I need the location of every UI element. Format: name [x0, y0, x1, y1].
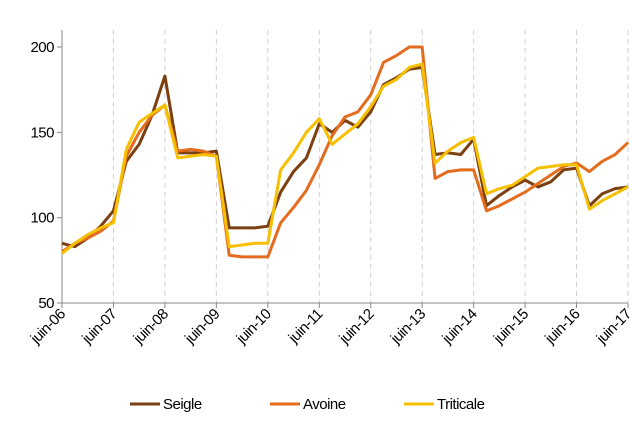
y-tick-label: 100: [30, 210, 54, 227]
legend-label: Seigle: [163, 396, 202, 413]
x-tick-label: juin-14: [438, 306, 480, 348]
series-line: [61, 45, 630, 259]
x-tick-label: juin-16: [541, 306, 583, 348]
x-tick-label: juin-13: [387, 306, 429, 348]
x-tick-label: juin-07: [78, 306, 120, 348]
x-tick-label: juin-11: [285, 306, 326, 347]
y-tick-label: 200: [30, 39, 54, 56]
series-line: [61, 62, 629, 255]
y-tick-label: 150: [30, 124, 54, 141]
y-tick-label: 50: [38, 295, 54, 312]
x-tick-label: juin-17: [593, 306, 632, 348]
legend-label: Avoine: [303, 396, 346, 413]
x-tick-label: juin-15: [490, 306, 532, 348]
x-tick-label: juin-08: [130, 306, 172, 348]
series-line: [61, 65, 629, 249]
x-tick-label: juin-06: [27, 306, 69, 348]
x-tick-label: juin-12: [335, 306, 377, 348]
x-tick-label: juin-09: [181, 306, 223, 348]
x-tick-label: juin-10: [233, 306, 275, 348]
legend-label: Triticale: [437, 396, 485, 413]
